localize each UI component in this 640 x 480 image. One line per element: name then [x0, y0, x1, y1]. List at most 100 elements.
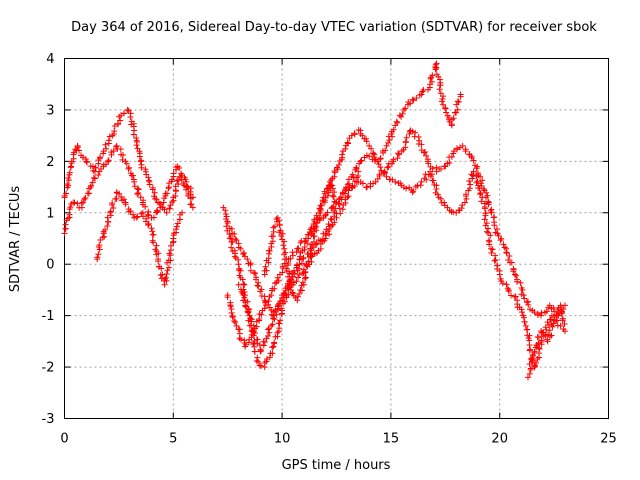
data-point — [120, 157, 126, 163]
data-point — [107, 210, 113, 216]
data-point — [254, 355, 260, 361]
data-point — [241, 281, 247, 287]
y-tick-label: 3 — [46, 103, 54, 118]
data-point — [331, 194, 337, 200]
data-point — [245, 310, 251, 316]
data-point — [68, 164, 74, 170]
data-point — [255, 359, 261, 365]
y-tick-labels: -3-2-101234 — [42, 52, 55, 427]
data-point — [138, 165, 144, 171]
data-point — [254, 341, 260, 347]
data-point — [384, 143, 390, 149]
data-point — [437, 86, 443, 92]
data-points — [62, 61, 568, 381]
x-tick-label: 15 — [383, 432, 400, 447]
data-point — [127, 114, 133, 120]
data-point — [241, 282, 247, 288]
data-point — [462, 200, 468, 206]
data-point — [255, 283, 261, 289]
data-point — [484, 229, 490, 235]
data-point — [258, 363, 264, 369]
data-point — [161, 199, 167, 205]
data-point — [494, 226, 500, 232]
data-point — [460, 143, 466, 149]
data-point — [402, 105, 408, 111]
data-point — [155, 209, 161, 215]
data-point — [281, 246, 287, 252]
data-point — [326, 231, 332, 237]
data-point — [232, 253, 238, 259]
data-point — [252, 349, 258, 355]
data-point — [277, 317, 283, 323]
data-point — [254, 283, 260, 289]
sdtvar-scatter-chart: Day 364 of 2016, Sidereal Day-to-day VTE… — [0, 0, 640, 480]
data-point — [95, 251, 101, 257]
data-point — [167, 206, 173, 212]
data-point — [150, 232, 156, 238]
data-point — [396, 151, 402, 157]
data-point — [482, 205, 488, 211]
data-point — [95, 172, 101, 178]
data-point — [478, 190, 484, 196]
x-tick-label: 25 — [600, 432, 617, 447]
data-point — [364, 184, 370, 190]
data-point — [228, 303, 234, 309]
data-point — [134, 215, 140, 221]
chart-title: Day 364 of 2016, Sidereal Day-to-day VTE… — [71, 20, 597, 35]
data-point — [352, 131, 358, 137]
data-point — [105, 219, 111, 225]
y-tick-label: -1 — [42, 309, 55, 324]
data-point — [449, 154, 455, 160]
data-point — [134, 142, 140, 148]
data-point — [497, 272, 503, 278]
data-point — [337, 205, 343, 211]
data-point — [229, 310, 235, 316]
data-point — [263, 264, 269, 270]
y-tick-label: 1 — [46, 206, 54, 221]
data-point — [377, 164, 383, 170]
y-tick-label: 2 — [46, 155, 54, 170]
data-point — [236, 261, 242, 267]
data-point — [150, 239, 156, 245]
data-point — [134, 191, 140, 197]
data-point — [270, 344, 276, 350]
data-point — [385, 140, 391, 146]
data-point — [296, 291, 302, 297]
data-point — [149, 225, 155, 231]
data-point — [492, 258, 498, 264]
y-axis-label: SDTVAR / TECUs — [8, 186, 23, 293]
data-point — [280, 242, 286, 248]
x-tick-labels: 0 5 10 15 20 25 — [60, 432, 616, 447]
data-point — [504, 281, 510, 287]
data-point — [241, 250, 247, 256]
data-point — [188, 201, 194, 207]
data-point — [378, 155, 384, 161]
data-point — [227, 236, 233, 242]
data-point — [492, 253, 498, 259]
data-point — [513, 273, 519, 279]
x-tick-label: 5 — [169, 432, 177, 447]
data-point — [114, 143, 120, 149]
y-tick-label: -2 — [42, 361, 55, 376]
data-point — [137, 154, 143, 160]
data-point — [522, 319, 528, 325]
x-tick-label: 0 — [60, 432, 68, 447]
data-point — [403, 139, 409, 145]
data-point — [149, 228, 155, 234]
data-point — [260, 339, 266, 345]
data-point — [459, 202, 465, 208]
data-point — [106, 157, 112, 163]
data-point — [518, 280, 524, 286]
data-point — [433, 65, 439, 71]
x-axis-label: GPS time / hours — [282, 458, 391, 473]
data-point — [493, 257, 499, 263]
y-tick-label: 4 — [46, 52, 54, 67]
data-point — [265, 326, 271, 332]
data-point — [521, 295, 527, 301]
data-point — [270, 315, 276, 321]
data-point — [84, 159, 90, 165]
data-point — [474, 180, 480, 186]
data-point — [386, 137, 392, 143]
x-tick-label: 10 — [274, 432, 291, 447]
data-point — [72, 200, 78, 206]
